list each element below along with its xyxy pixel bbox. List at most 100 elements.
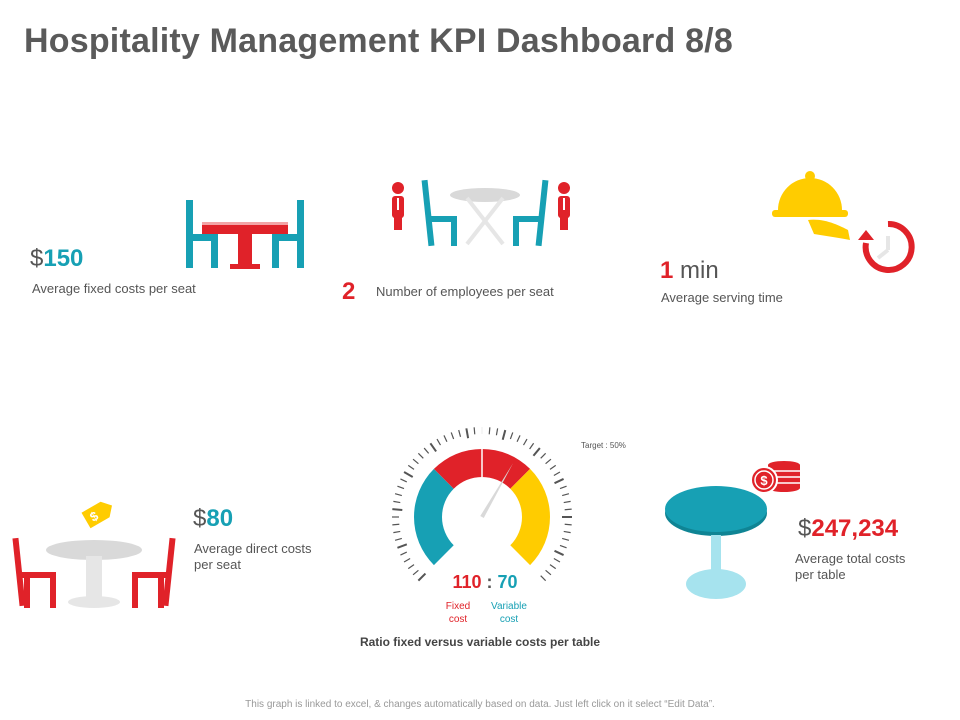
gauge-arc-variable (414, 468, 454, 566)
currency-symbol: $ (30, 245, 44, 272)
gauge-tick (393, 530, 401, 534)
gauge-tick (559, 485, 567, 490)
gauge-tick (458, 429, 462, 437)
gauge-tick (553, 557, 561, 563)
total-cost-label: Average total costs per table (795, 551, 905, 583)
fixed-cost-label: Average fixed costs per seat (32, 281, 196, 296)
gauge-tick (554, 549, 564, 556)
gauge-target-label: Target : 50% (581, 441, 626, 450)
gauge-tick (553, 471, 561, 477)
svg-text:$: $ (760, 473, 768, 488)
gauge-tick (412, 569, 419, 576)
gauge-tick (394, 493, 402, 497)
gauge-tick (564, 508, 572, 511)
round-table-coins-icon: $ (665, 461, 800, 599)
fixed-cost-number: 150 (43, 245, 84, 272)
gauge-tick (392, 523, 400, 526)
gauge-ratio-value: 110 : 70 (440, 572, 530, 593)
employees-label: Number of employees per seat (376, 284, 554, 299)
gauge-tick (465, 428, 470, 439)
gauge-tick (545, 569, 552, 576)
gauge-tick (400, 551, 408, 556)
gauge-tick (529, 442, 535, 450)
variable-cost-legend-line2: cost (499, 614, 519, 625)
gauge-tick (545, 458, 552, 465)
gauge-arcs (414, 427, 550, 566)
gauge-tick (407, 464, 415, 470)
gauge-caption: Ratio fixed versus variable costs per ta… (359, 635, 601, 649)
gauge-tick (397, 543, 408, 549)
gauge-tick (554, 478, 564, 485)
ratio-separator: : (481, 572, 498, 592)
staff-table-icon (392, 179, 570, 247)
page-title: Hospitality Management KPI Dashboard 8/8 (24, 22, 733, 60)
gauge-tick (562, 493, 570, 497)
cost-ratio-gauge (392, 427, 572, 582)
gauge-tick (436, 438, 442, 446)
gauge-tick (473, 427, 476, 435)
gauge-tick (564, 523, 572, 526)
serving-time-unit: min (673, 257, 719, 284)
direct-cost-label: Average direct costs per seat (194, 541, 312, 573)
gauge-ticks (392, 427, 572, 582)
currency-symbol: $ (798, 515, 812, 542)
fixed-cost-ratio: 110 (452, 572, 482, 592)
fixed-cost-legend-line2: cost (448, 614, 468, 625)
gauge-tick (429, 442, 437, 453)
gauge-tick (501, 429, 507, 440)
gauge-tick (397, 485, 405, 490)
direct-cost-label-line1: Average direct costs (194, 541, 312, 556)
serving-cloche-icon (772, 171, 915, 273)
variable-cost-ratio: 70 (497, 572, 518, 592)
gauge-tick (412, 458, 419, 465)
gauge-tick (403, 557, 411, 563)
gauge-tick (423, 447, 430, 454)
gauge-tick (488, 427, 491, 435)
variable-cost-legend: Variable cost (484, 600, 534, 626)
direct-cost-value: $80 (193, 505, 233, 533)
gauge-tick (563, 530, 571, 534)
gauge-tick (540, 575, 547, 582)
employees-value: 2 (342, 278, 355, 306)
total-cost-number: 247,234 (811, 515, 899, 542)
gauge-needle (480, 463, 513, 518)
variable-cost-legend-line1: Variable (491, 601, 527, 612)
gauge-arc-target (510, 468, 550, 566)
gauge-tick (417, 452, 424, 459)
fixed-cost-legend: Fixed cost (438, 600, 478, 626)
gauge-tick (532, 447, 541, 457)
total-cost-label-line1: Average total costs (795, 551, 906, 566)
direct-cost-label-line2: per seat (194, 557, 241, 572)
gauge-tick (522, 438, 528, 446)
employees-number: 2 (342, 278, 356, 305)
gauge-tick (393, 500, 401, 504)
gauge-tick (549, 564, 557, 570)
gauge-tick (495, 428, 499, 436)
gauge-needle-pointer (480, 463, 513, 518)
serving-time-value: 1 min (660, 257, 719, 285)
gauge-tick (559, 544, 567, 549)
gauge-tick (516, 435, 521, 443)
fixed-cost-value: $150 (30, 245, 83, 273)
total-cost-label-line2: per table (795, 567, 846, 582)
gauge-tick (563, 500, 571, 504)
gauge-tick (549, 464, 557, 470)
gauge-tick (443, 435, 448, 443)
gauge-tick (392, 508, 403, 512)
gauge-tick (400, 478, 408, 483)
gauge-tick (407, 564, 415, 570)
gauge-tick (509, 432, 514, 440)
gauge-tick (562, 537, 570, 541)
footer-note: This graph is linked to excel, & changes… (245, 699, 715, 710)
dining-table-chairs-icon (186, 200, 304, 269)
gauge-tick (417, 572, 427, 582)
gauge-tick (540, 452, 547, 459)
gauge-tick (403, 471, 414, 478)
direct-cost-number: 80 (206, 505, 234, 532)
serving-time-number: 1 (660, 257, 674, 284)
fixed-cost-legend-line1: Fixed (445, 601, 471, 612)
gauge-tick (394, 537, 402, 541)
currency-symbol: $ (193, 505, 207, 532)
total-cost-value: $247,234 (798, 515, 898, 543)
price-tag-table-icon: $ (12, 501, 176, 608)
